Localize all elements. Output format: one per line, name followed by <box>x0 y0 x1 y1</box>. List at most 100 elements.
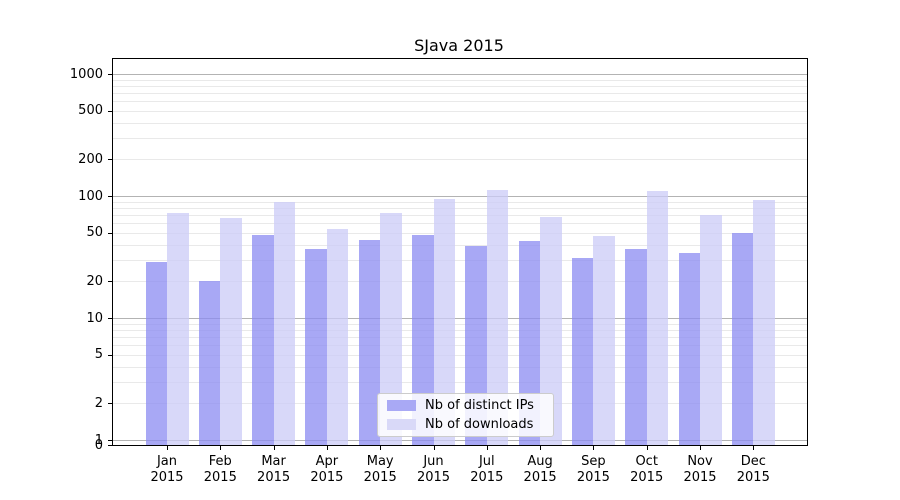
minor-gridline <box>113 85 807 87</box>
bar-nb-of-downloads-feb <box>220 218 242 445</box>
y-tick-mark <box>108 281 113 283</box>
x-tick-mark <box>486 445 488 450</box>
y-tick-mark <box>108 440 113 441</box>
bar-nb-of-downloads-may <box>380 213 402 445</box>
minor-gridline <box>113 122 807 124</box>
x-tick-label-aug: Aug 2015 <box>523 454 557 485</box>
x-tick-label-apr: Apr 2015 <box>310 454 344 485</box>
y-tick-label: 20 <box>86 273 103 289</box>
minor-gridline <box>113 92 807 94</box>
bar-nb-of-distinct-ips-mar <box>252 234 274 445</box>
y-tick-label: 0 <box>94 437 103 453</box>
bar-nb-of-distinct-ips-feb <box>198 281 221 445</box>
bar-nb-of-distinct-ips-dec <box>731 232 754 445</box>
plot-area: Nb of distinct IPs Nb of downloads 1000 5… <box>70 58 808 485</box>
x-tick-mark <box>326 445 328 450</box>
y-tick-label: 500 <box>78 103 103 119</box>
minor-gridline <box>113 354 807 356</box>
legend-label-downloads: Nb of downloads <box>425 417 534 432</box>
bar-nb-of-distinct-ips-may <box>358 239 381 445</box>
x-tick-mark <box>273 445 275 450</box>
y-tick-mark <box>108 445 113 446</box>
minor-gridline <box>113 259 807 261</box>
bar-nb-of-downloads-oct <box>646 190 669 445</box>
x-tick-mark <box>433 445 435 450</box>
x-tick-label-dec: Dec 2015 <box>736 454 770 485</box>
x-tick-mark <box>646 445 648 450</box>
minor-gridline <box>113 323 807 325</box>
x-tick-label-sep: Sep 2015 <box>576 454 610 485</box>
y-tick-label: 2 <box>94 395 103 411</box>
bar-nb-of-distinct-ips-nov <box>678 253 700 445</box>
x-tick-label-nov: Nov 2015 <box>683 454 717 485</box>
x-tick-mark <box>167 445 168 450</box>
y-tick-label: 50 <box>86 225 103 241</box>
minor-gridline <box>113 381 807 383</box>
bar-nb-of-downloads-sep <box>593 236 615 445</box>
legend-item-distinct-ips: Nb of distinct IPs <box>378 398 553 414</box>
y-tick-mark <box>108 354 113 356</box>
x-tick-label-may: May 2015 <box>363 454 397 485</box>
legend-swatch-distinct-ips <box>387 400 416 411</box>
y-tick-label: 100 <box>78 188 103 204</box>
legend-item-downloads: Nb of downloads <box>378 417 553 433</box>
minor-gridline <box>113 207 807 209</box>
bar-nb-of-distinct-ips-jun <box>412 234 434 445</box>
x-tick-label-oct: Oct 2015 <box>630 454 664 485</box>
minor-gridline <box>113 79 807 81</box>
x-tick-mark <box>380 445 382 450</box>
minor-gridline <box>113 329 807 331</box>
major-gridline <box>113 440 807 441</box>
minor-gridline <box>113 366 807 368</box>
bar-nb-of-downloads-jul <box>486 189 509 445</box>
minor-gridline <box>113 223 807 225</box>
minor-gridline <box>113 244 807 246</box>
x-tick-label-jun: Jun 2015 <box>416 454 451 485</box>
minor-gridline <box>113 201 807 203</box>
legend-swatch-downloads <box>387 419 416 430</box>
y-tick-label: 5 <box>94 347 103 363</box>
x-tick-label-jan: Jan 2015 <box>150 454 184 485</box>
bar-nb-of-downloads-jun <box>433 198 455 445</box>
y-tick-label: 10 <box>86 310 103 326</box>
bar-nb-of-downloads-mar <box>273 202 296 445</box>
minor-gridline <box>113 159 807 161</box>
bar-nb-of-distinct-ips-apr <box>305 248 327 445</box>
y-tick-label: 200 <box>78 151 103 167</box>
chart-title: SJava 2015 <box>414 36 504 55</box>
x-tick-mark <box>593 445 595 450</box>
minor-gridline <box>113 137 807 139</box>
y-tick-mark <box>108 159 113 161</box>
y-tick-label: 1000 <box>69 66 103 82</box>
y-tick-mark <box>108 403 113 405</box>
legend: Nb of distinct IPs Nb of downloads <box>377 393 554 437</box>
major-gridline <box>113 318 807 319</box>
minor-gridline <box>113 336 807 338</box>
minor-gridline <box>113 101 807 103</box>
bar-nb-of-distinct-ips-sep <box>571 258 594 445</box>
bar-nb-of-downloads-aug <box>540 217 562 445</box>
x-tick-mark <box>753 445 755 450</box>
y-tick-mark <box>108 74 113 75</box>
x-tick-mark <box>220 445 222 450</box>
minor-gridline <box>113 214 807 216</box>
bar-nb-of-downloads-jan <box>167 213 189 445</box>
minor-gridline <box>113 110 807 112</box>
y-tick-mark <box>108 110 113 112</box>
y-tick-mark <box>108 196 113 197</box>
bar-nb-of-distinct-ips-oct <box>625 248 647 445</box>
x-tick-label-jul: Jul 2015 <box>470 454 504 485</box>
x-tick-label-mar: Mar 2015 <box>257 454 291 485</box>
minor-gridline <box>113 281 807 283</box>
bar-nb-of-downloads-nov <box>700 214 722 445</box>
bar-nb-of-distinct-ips-jan <box>145 261 167 445</box>
x-tick-mark <box>540 445 542 450</box>
y-tick-mark <box>108 232 113 234</box>
minor-gridline <box>113 345 807 347</box>
x-tick-label-feb: Feb 2015 <box>203 454 237 485</box>
bar-nb-of-downloads-apr <box>326 228 349 445</box>
minor-gridline <box>113 232 807 234</box>
bar-nb-of-downloads-dec <box>753 200 775 445</box>
y-tick-mark <box>108 318 113 319</box>
